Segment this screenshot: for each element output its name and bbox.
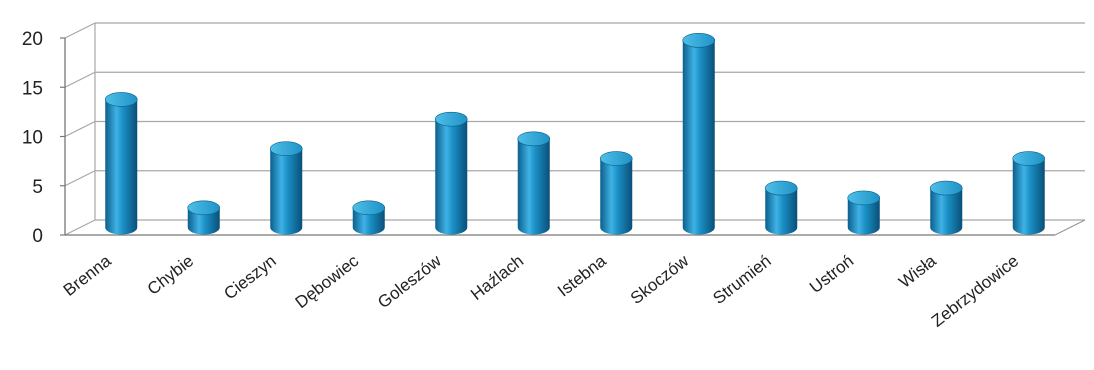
bar-body	[352, 207, 385, 235]
bar-top	[929, 180, 963, 196]
x-tick-label: Dębowiec	[292, 251, 363, 312]
x-tick-label: Ustroń	[806, 251, 857, 297]
y-tick-label: 0	[32, 226, 43, 247]
bar	[269, 141, 303, 235]
bar	[352, 200, 386, 235]
y-tick-label: 5	[32, 177, 43, 198]
bar	[847, 190, 881, 235]
bars	[104, 33, 1046, 235]
bar-top	[269, 141, 303, 156]
bar	[929, 180, 963, 235]
bar	[1012, 151, 1046, 235]
gridline-side	[64, 120, 96, 138]
bar-body	[187, 207, 220, 235]
bar-top	[682, 33, 716, 48]
x-tick-label: Goleszów	[374, 251, 445, 312]
gridline-side	[64, 71, 96, 88]
bar-body	[765, 188, 798, 235]
bar-body	[270, 148, 303, 235]
y-tick-label: 10	[22, 128, 43, 149]
bar-body	[682, 40, 715, 235]
bar-top	[764, 180, 798, 196]
bar-top	[187, 200, 221, 216]
bar	[682, 33, 716, 235]
bar-top	[847, 190, 881, 206]
gridline-side	[64, 170, 96, 187]
bar	[187, 200, 221, 235]
x-tick-label: Haźlach	[467, 251, 527, 304]
bar-top	[434, 111, 468, 127]
x-tick-label: Skoczów	[627, 251, 693, 308]
bar	[599, 151, 633, 235]
x-tick-label: Brenna	[60, 251, 115, 300]
bar-body	[517, 138, 550, 235]
gridlines	[64, 22, 1085, 236]
bar-top	[517, 131, 551, 147]
bar-top	[104, 92, 138, 107]
bar	[434, 111, 468, 235]
bar-body	[600, 158, 633, 235]
gridline-side	[64, 219, 96, 236]
bar-body	[847, 197, 880, 235]
bar	[517, 131, 551, 235]
bar-top	[352, 200, 386, 216]
bar-top	[599, 151, 633, 166]
x-tick-label: Zebrzydowice	[928, 251, 1022, 331]
bar-top	[1012, 151, 1046, 166]
y-tick-label: 15	[22, 78, 43, 99]
y-tick-label: 20	[22, 29, 43, 50]
x-tick-label: Istebna	[554, 251, 610, 301]
bar-body	[1012, 158, 1045, 235]
x-tick-label: Wisła	[895, 251, 940, 292]
axes	[60, 23, 1086, 236]
x-tick-label: Chybie	[144, 251, 197, 299]
bar-body	[435, 119, 468, 235]
bar-body	[105, 99, 138, 235]
floor-edge	[1054, 219, 1086, 236]
bar	[104, 92, 138, 235]
bar-body	[930, 188, 963, 235]
gridline-side	[64, 22, 96, 39]
x-tick-label: Cieszyn	[220, 251, 279, 303]
x-tick-label: Strumień	[709, 251, 774, 308]
bar	[764, 180, 798, 235]
